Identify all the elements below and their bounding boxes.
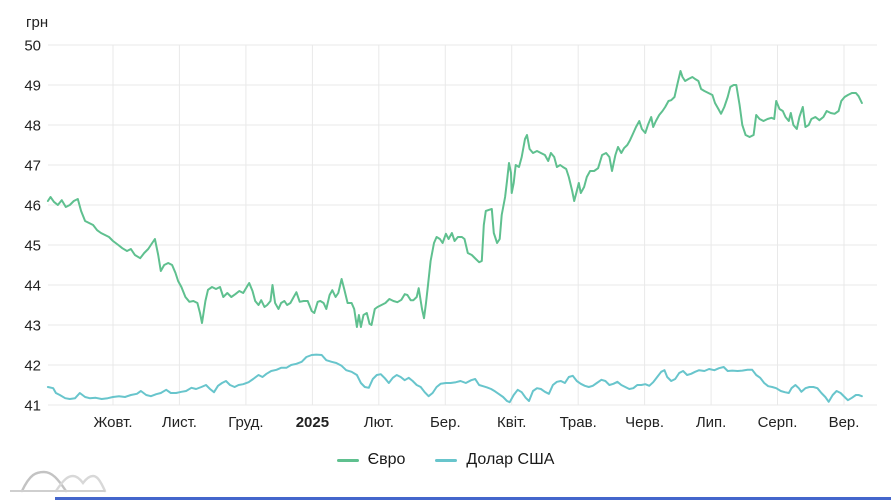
bottom-accent-bar — [55, 497, 891, 500]
y-tick-label: 43 — [24, 318, 41, 335]
x-tick-label: Бер. — [430, 414, 461, 431]
x-tick-label: Жовт. — [93, 414, 132, 431]
usd-line-swatch-icon — [435, 458, 458, 462]
y-axis-unit-label: грн — [26, 14, 48, 31]
euro-line — [46, 70, 863, 328]
euro-line-swatch-icon — [336, 458, 359, 462]
legend-label-euro: Євро — [367, 451, 406, 468]
legend-label-usd: Долар США — [466, 451, 555, 468]
x-tick-label: 2025 — [296, 414, 329, 431]
x-tick-label: Черв. — [625, 414, 664, 431]
x-tick-label: Вер. — [829, 414, 860, 431]
y-tick-label: 49 — [24, 78, 41, 95]
usd-line — [46, 353, 863, 404]
x-tick-label: Квіт. — [497, 414, 526, 431]
y-tick-label: 41 — [24, 398, 41, 415]
y-tick-label: 42 — [24, 358, 41, 375]
y-tick-label: 50 — [24, 38, 41, 55]
x-tick-label: Серп. — [758, 414, 798, 431]
y-tick-label: 44 — [24, 278, 41, 295]
x-tick-label: Груд. — [228, 414, 263, 431]
x-tick-label: Лист. — [162, 414, 197, 431]
x-tick-label: Лип. — [696, 414, 727, 431]
legend-item-usd[interactable]: Долар США — [435, 451, 554, 469]
x-axis-tick-labels: Жовт. Лист. Груд. 2025 Лют. Бер. Квіт. Трав. Чер… — [93, 414, 859, 431]
y-tick-label: 47 — [24, 158, 41, 175]
x-tick-label: Лют. — [364, 414, 394, 431]
legend-item-euro[interactable]: Євро — [336, 451, 406, 469]
y-tick-label: 48 — [24, 118, 41, 135]
gridlines — [48, 44, 877, 406]
series-lines — [46, 70, 863, 404]
chart-legend: Євро Долар США — [0, 451, 891, 469]
y-axis-tick-labels: 50 49 48 47 46 45 44 43 42 41 — [24, 38, 41, 415]
brand-logo-icon — [10, 470, 107, 493]
exchange-rate-chart[interactable]: грн 50 49 48 47 46 45 44 43 42 41 Жовт. Лист. Груд.… — [0, 0, 891, 445]
y-tick-label: 45 — [24, 238, 41, 255]
y-tick-label: 46 — [24, 198, 41, 215]
x-tick-label: Трав. — [560, 414, 597, 431]
